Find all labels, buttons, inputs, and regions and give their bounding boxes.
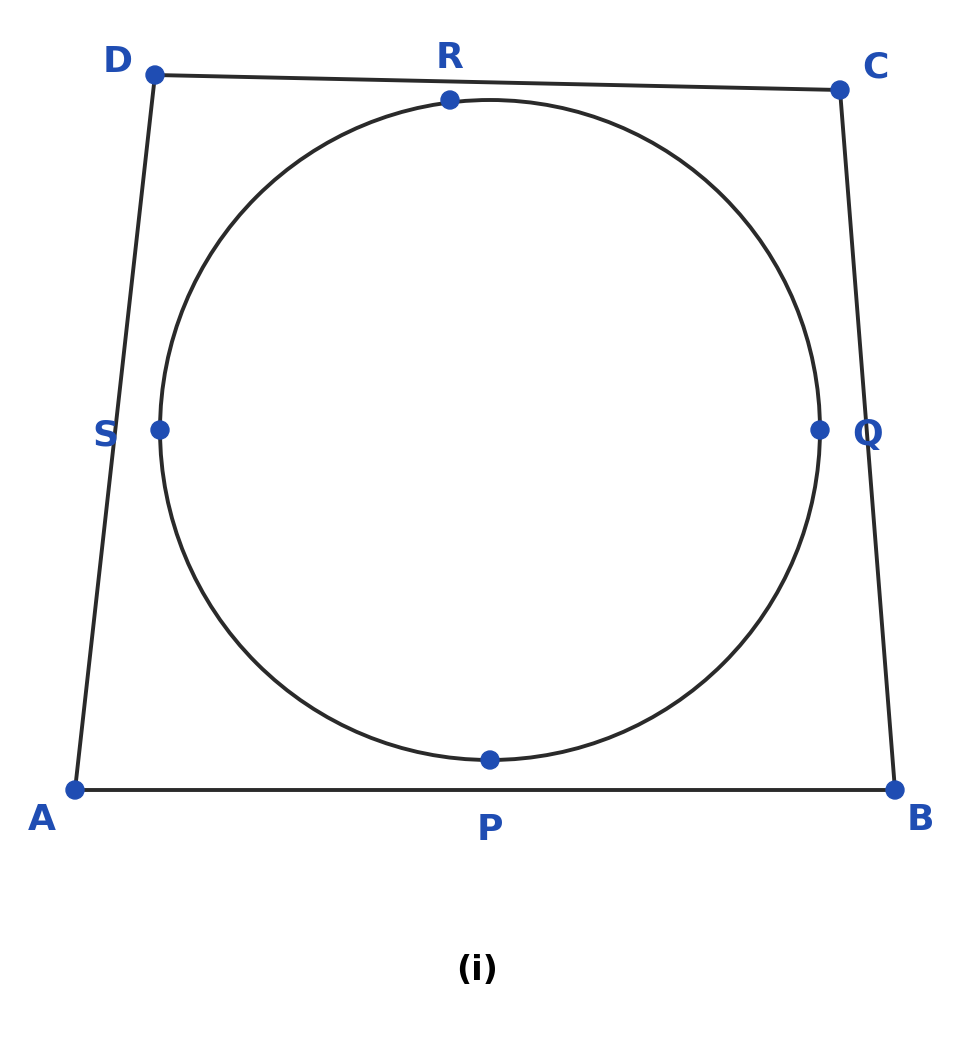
Circle shape [146,66,164,84]
Circle shape [441,91,459,110]
Circle shape [886,781,904,799]
Circle shape [151,421,169,439]
Text: D: D [103,45,133,79]
Text: S: S [92,418,118,452]
Text: A: A [28,803,56,836]
Circle shape [481,751,499,769]
Text: B: B [906,803,934,836]
Text: P: P [477,812,503,847]
Circle shape [831,81,849,99]
Circle shape [811,421,829,439]
Text: Q: Q [853,418,883,452]
Text: R: R [436,41,464,75]
Text: C: C [861,51,888,84]
Circle shape [66,781,84,799]
Text: (i): (i) [456,953,498,987]
